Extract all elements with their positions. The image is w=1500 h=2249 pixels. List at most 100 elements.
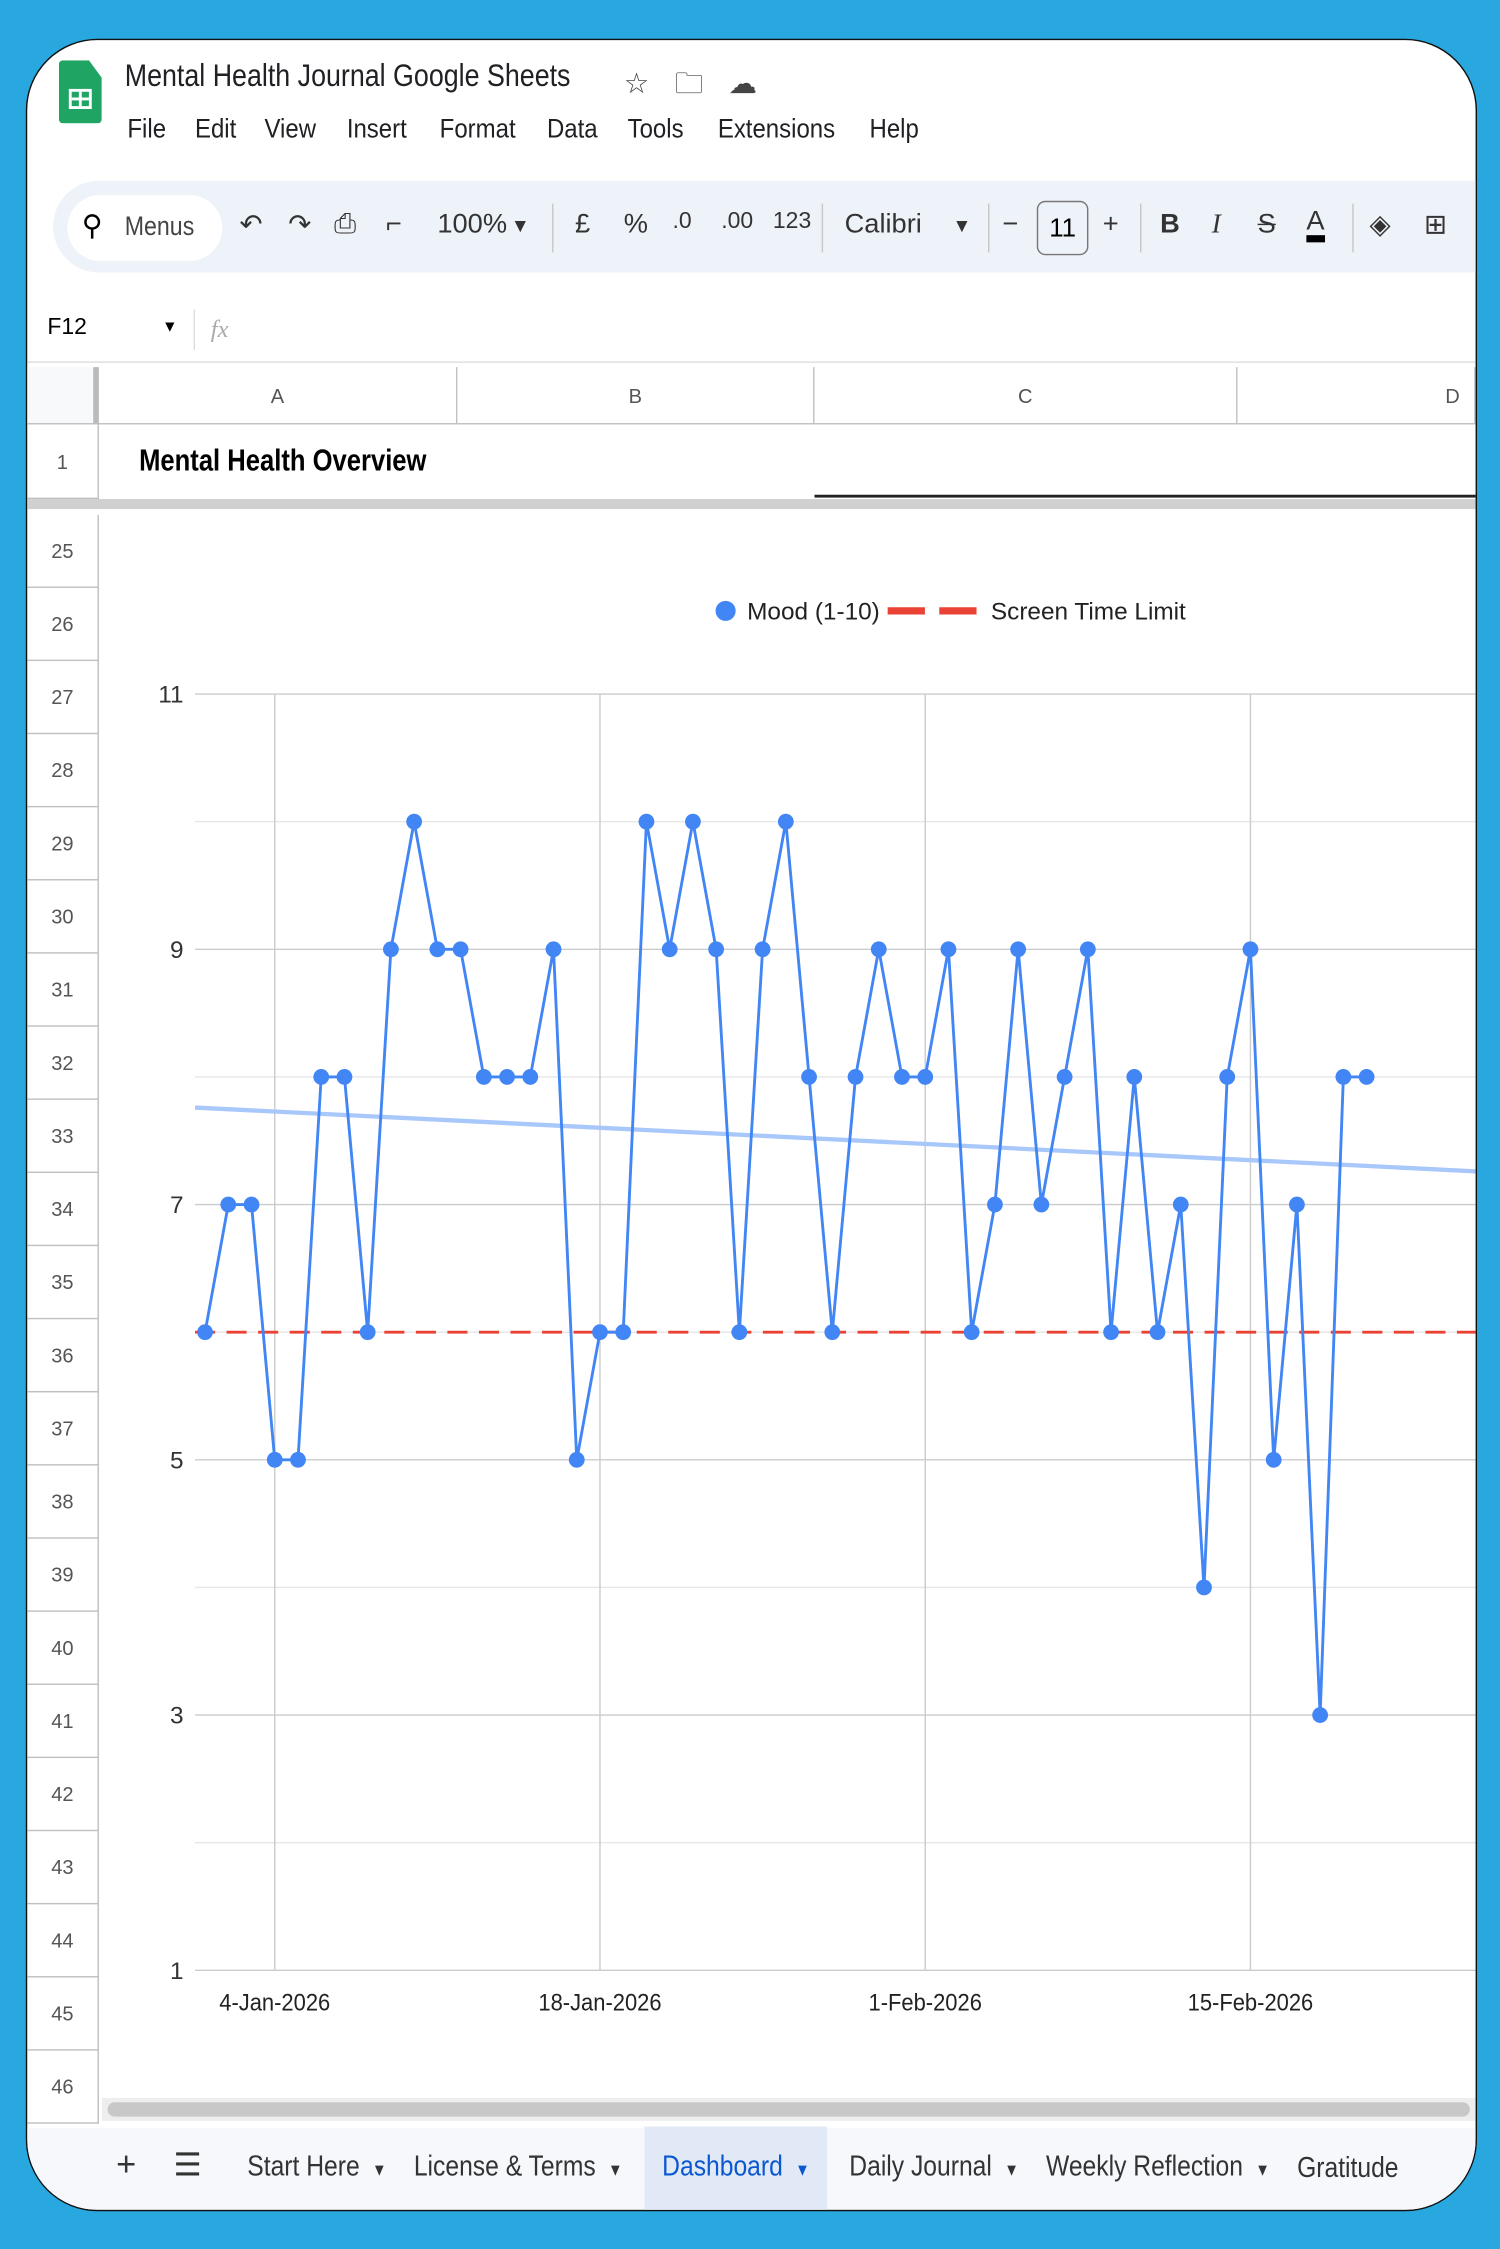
menu-edit[interactable]: Edit	[194, 114, 236, 145]
sheet-tab-daily-journal[interactable]: Daily Journal ▼	[844, 2127, 1023, 2210]
sheets-logo[interactable]	[58, 60, 102, 124]
row-header-32[interactable]: 32	[27, 1026, 99, 1100]
menu-data[interactable]: Data	[546, 114, 598, 145]
row-header-40[interactable]: 40	[27, 1611, 99, 1685]
mood-point	[870, 941, 887, 958]
increase-font-size-button[interactable]: +	[1102, 209, 1119, 240]
fill-color-icon[interactable]: ◈	[1369, 210, 1391, 241]
mood-point	[1265, 1451, 1282, 1468]
mood-point	[685, 813, 701, 830]
name-box[interactable]: F12	[47, 315, 87, 340]
mood-point	[731, 1324, 748, 1341]
name-box-dropdown-icon[interactable]: ▼	[162, 318, 178, 336]
row-header-30[interactable]: 30	[27, 880, 99, 954]
star-icon[interactable]: ☆	[623, 68, 650, 101]
row-header-36[interactable]: 36	[27, 1319, 99, 1393]
sheet-tab-gratitude[interactable]: Gratitude	[1292, 2128, 1403, 2210]
italic-button[interactable]: I	[1211, 209, 1221, 240]
row-header-25[interactable]: 25	[27, 514, 99, 588]
sheet-tab-license-terms[interactable]: License & Terms ▼	[409, 2127, 628, 2210]
menu-help[interactable]: Help	[870, 114, 920, 145]
zoom-select[interactable]: 100% ▾	[437, 209, 527, 240]
row-header-37[interactable]: 37	[27, 1392, 99, 1466]
row-header-33[interactable]: 33	[27, 1099, 99, 1174]
borders-icon[interactable]: ⊞	[1423, 210, 1447, 241]
row-header-1[interactable]: 1	[27, 424, 99, 500]
formula-input[interactable]	[257, 313, 1462, 347]
row-header-31[interactable]: 31	[27, 953, 99, 1027]
decrease-decimal-button[interactable]: .0	[672, 209, 692, 234]
percent-button[interactable]: %	[623, 209, 649, 240]
sheet-tab-start-here[interactable]: Start Here ▼	[242, 2127, 391, 2210]
sheet-tab-list: Start Here ▼ License & Terms ▼ Dashboard ▼ Dai…	[242, 2126, 1403, 2210]
frozen-row-divider[interactable]	[27, 499, 1476, 510]
print-icon[interactable]: ⎙	[334, 209, 356, 240]
increase-decimal-button[interactable]: .00	[721, 209, 754, 234]
bold-button[interactable]: B	[1160, 209, 1180, 240]
mood-point	[1079, 941, 1096, 958]
undo-icon[interactable]: ↶	[239, 210, 263, 241]
mood-point	[1149, 1324, 1166, 1341]
mood-point	[545, 941, 562, 958]
mood-point	[1312, 1707, 1329, 1723]
strikethrough-button[interactable]: S	[1257, 209, 1276, 240]
row-header-43[interactable]: 43	[27, 1831, 99, 1905]
font-size-input[interactable]: 11	[1036, 200, 1089, 256]
tab-menu-icon[interactable]: ▼	[1004, 2159, 1019, 2180]
currency-button[interactable]: £	[575, 209, 591, 240]
row-header-45[interactable]: 45	[27, 1977, 99, 2051]
tab-menu-icon[interactable]: ▼	[795, 2159, 810, 2180]
row-header-28[interactable]: 28	[27, 734, 99, 808]
column-header-b[interactable]: B	[457, 367, 815, 425]
number-format-button[interactable]: 123	[772, 209, 812, 234]
x-tick-label: 18-Jan-2026	[538, 1988, 661, 2015]
row-header-35[interactable]: 35	[27, 1246, 99, 1320]
row-header-29[interactable]: 29	[27, 807, 99, 881]
cloud-status-icon[interactable]: ☁	[728, 68, 758, 101]
font-select[interactable]: Calibri ▾	[844, 209, 968, 240]
move-folder-icon[interactable]: 🗀	[674, 68, 704, 101]
mood-line	[203, 821, 1367, 1716]
sheet-title-cell[interactable]: Mental Health Overview	[139, 444, 427, 478]
menu-file[interactable]: File	[127, 114, 167, 145]
horizontal-scrollbar-track[interactable]	[101, 2097, 1476, 2121]
sheet-tab-weekly-reflection[interactable]: Weekly Reflection ▼	[1041, 2127, 1275, 2210]
row-header-34[interactable]: 34	[27, 1173, 99, 1247]
row-header-38[interactable]: 38	[27, 1465, 99, 1539]
menu-view[interactable]: View	[265, 114, 317, 145]
mood-chart[interactable]: 1 3 5 7 9 11 4-Jan-2026 18-Jan-2026 1-Feb-2026 15…	[101, 517, 1476, 2096]
legend-limit-label: Screen Time Limit	[991, 598, 1186, 625]
redo-icon[interactable]: ↷	[288, 210, 312, 241]
tab-menu-icon[interactable]: ▼	[1255, 2159, 1270, 2180]
row-header-41[interactable]: 41	[27, 1684, 99, 1759]
sheet-tab-label: Gratitude	[1297, 2152, 1399, 2184]
row-header-46[interactable]: 46	[27, 2050, 99, 2124]
menus-search[interactable]: ⚲ Menus	[67, 195, 223, 261]
row-header-44[interactable]: 44	[27, 1904, 99, 1978]
menu-insert[interactable]: Insert	[347, 114, 408, 145]
column-header-a[interactable]: A	[98, 367, 458, 425]
mood-point	[894, 1069, 910, 1085]
tab-menu-icon[interactable]: ▼	[372, 2159, 387, 2180]
column-header-d[interactable]: D	[1237, 367, 1476, 425]
decrease-font-size-button[interactable]: −	[1002, 209, 1019, 240]
sheet-tab-dashboard[interactable]: Dashboard ▼	[644, 2126, 828, 2210]
paint-format-icon[interactable]: ⌐	[385, 209, 402, 240]
menu-extensions[interactable]: Extensions	[718, 114, 836, 145]
mood-point	[917, 1069, 934, 1085]
row-header-26[interactable]: 26	[27, 587, 99, 662]
menu-format[interactable]: Format	[439, 114, 516, 145]
menu-tools[interactable]: Tools	[627, 114, 684, 145]
column-header-c[interactable]: C	[814, 367, 1238, 425]
row-header-42[interactable]: 42	[27, 1758, 99, 1832]
tab-menu-icon[interactable]: ▼	[608, 2159, 623, 2180]
mood-point	[1219, 1069, 1236, 1085]
horizontal-scrollbar-thumb[interactable]	[107, 2102, 1470, 2117]
add-sheet-button[interactable]: +	[116, 2145, 137, 2184]
text-color-button[interactable]: A	[1306, 208, 1325, 243]
select-all-corner[interactable]	[27, 367, 99, 425]
document-title[interactable]: Mental Health Journal Google Sheets	[124, 57, 571, 94]
row-header-39[interactable]: 39	[27, 1538, 99, 1612]
row-header-27[interactable]: 27	[27, 661, 99, 735]
all-sheets-button[interactable]: ☰	[173, 2146, 202, 2183]
